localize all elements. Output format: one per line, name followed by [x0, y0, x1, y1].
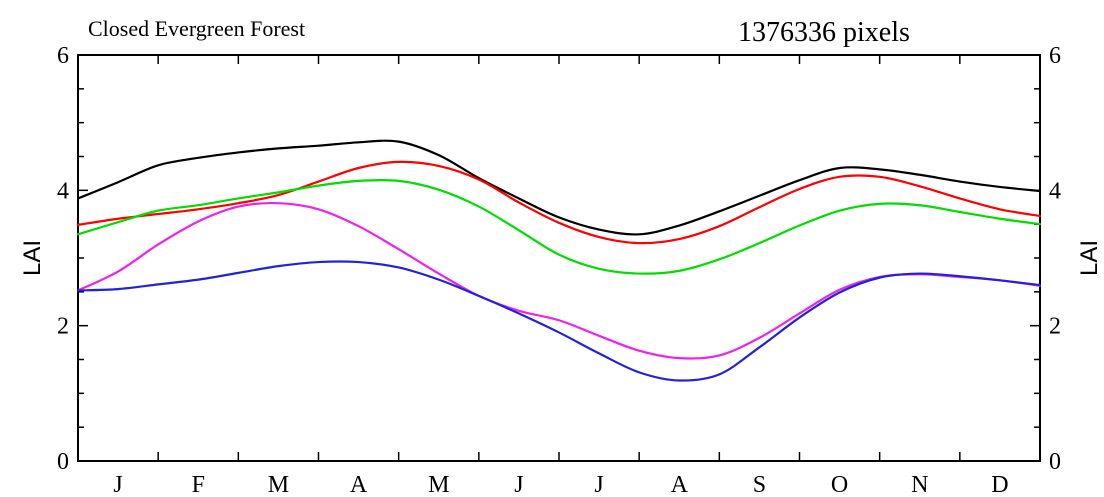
y-axis-label-left: LAI: [19, 240, 46, 276]
x-tick-label: O: [831, 472, 848, 497]
x-tick-label: M: [428, 472, 449, 497]
y-tick-label-left: 4: [57, 178, 69, 204]
y-axis-right: 0 2 4 6: [1030, 43, 1061, 475]
y-tick-label-left: 6: [57, 43, 69, 69]
y-axis-label-right: LAI: [1076, 240, 1103, 276]
x-tick-label: M: [268, 472, 289, 497]
x-tick-label: S: [753, 472, 766, 497]
plot-frame: [77, 54, 1041, 462]
series-line-5: [76, 260, 1042, 382]
y-axis-left: 0 2 4 6: [57, 43, 88, 475]
series-layer: [76, 139, 1042, 382]
x-tick-label: J: [113, 472, 122, 497]
series-line-4: [76, 201, 1042, 360]
y-tick-label-right: 4: [1049, 178, 1061, 204]
y-tick-label-right: 2: [1049, 314, 1061, 340]
series-line-3: [76, 178, 1042, 275]
pixel-count-label: 1376336 pixels: [738, 17, 910, 48]
x-tick-label: D: [991, 472, 1008, 497]
y-tick-label-left: 2: [57, 314, 69, 340]
x-tick-label: F: [192, 472, 205, 497]
x-tick-label: A: [671, 472, 689, 497]
x-tick-label: N: [911, 472, 928, 497]
series-line-1: [76, 139, 1042, 236]
x-tick-label: J: [514, 472, 523, 497]
y-tick-label-right: 6: [1049, 43, 1061, 69]
x-tick-label: A: [350, 472, 368, 497]
y-tick-label-right: 0: [1049, 449, 1061, 475]
y-tick-label-left: 0: [57, 449, 69, 475]
chart-title: Closed Evergreen Forest: [88, 16, 305, 41]
series-line-2: [76, 160, 1042, 245]
x-tick-label: J: [594, 472, 603, 497]
